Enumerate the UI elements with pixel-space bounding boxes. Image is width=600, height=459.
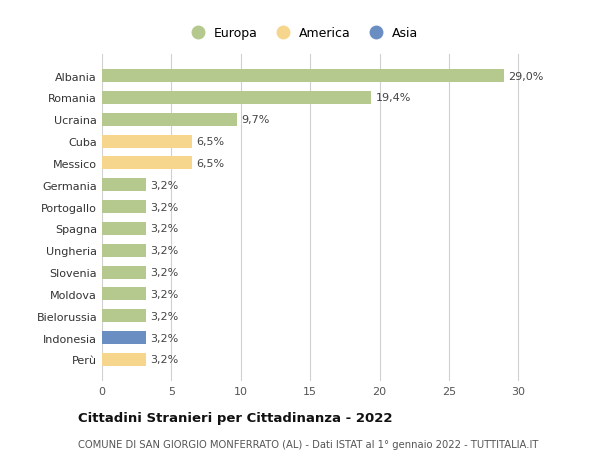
Text: COMUNE DI SAN GIORGIO MONFERRATO (AL) - Dati ISTAT al 1° gennaio 2022 - TUTTITAL: COMUNE DI SAN GIORGIO MONFERRATO (AL) - …	[78, 439, 538, 449]
Text: 6,5%: 6,5%	[196, 137, 224, 147]
Bar	[102, 201, 146, 214]
Text: 3,2%: 3,2%	[151, 268, 179, 278]
Text: 3,2%: 3,2%	[151, 180, 179, 190]
Text: 29,0%: 29,0%	[509, 72, 544, 81]
Bar	[102, 222, 146, 235]
Text: 3,2%: 3,2%	[151, 333, 179, 343]
Text: 3,2%: 3,2%	[151, 355, 179, 364]
Text: 3,2%: 3,2%	[151, 202, 179, 212]
Bar	[102, 288, 146, 301]
Text: 19,4%: 19,4%	[376, 93, 411, 103]
Bar	[102, 244, 146, 257]
Text: 3,2%: 3,2%	[151, 289, 179, 299]
Bar	[102, 92, 371, 105]
Bar	[102, 331, 146, 344]
Text: Cittadini Stranieri per Cittadinanza - 2022: Cittadini Stranieri per Cittadinanza - 2…	[78, 412, 392, 425]
Bar	[102, 266, 146, 279]
Text: 6,5%: 6,5%	[196, 158, 224, 168]
Text: 3,2%: 3,2%	[151, 246, 179, 256]
Bar	[102, 70, 505, 83]
Bar	[102, 179, 146, 192]
Text: 3,2%: 3,2%	[151, 311, 179, 321]
Bar	[102, 309, 146, 323]
Bar	[102, 135, 192, 148]
Legend: Europa, America, Asia: Europa, America, Asia	[180, 22, 424, 45]
Text: 9,7%: 9,7%	[241, 115, 269, 125]
Bar	[102, 157, 192, 170]
Bar	[102, 353, 146, 366]
Bar	[102, 113, 236, 127]
Text: 3,2%: 3,2%	[151, 224, 179, 234]
